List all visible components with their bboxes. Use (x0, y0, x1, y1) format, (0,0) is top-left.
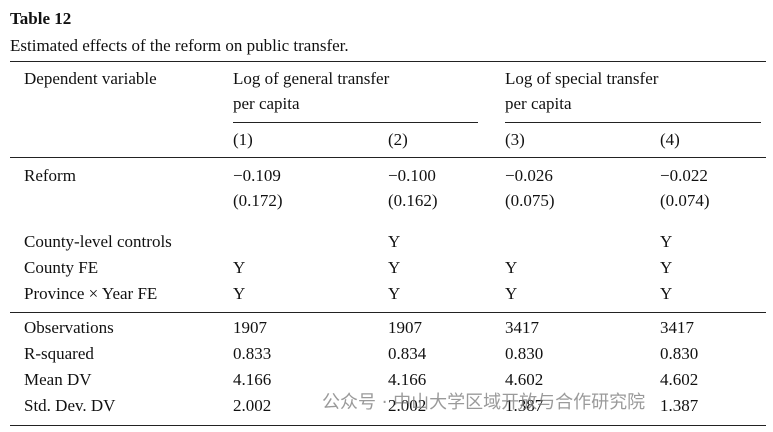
cell: Y (660, 232, 673, 251)
row-label: Std. Dev. DV (24, 396, 116, 415)
cell: 0.834 (388, 344, 427, 363)
header-label: Dependent variable (24, 69, 157, 88)
column-header: (4) (660, 130, 680, 149)
cell: 0.830 (660, 344, 699, 363)
cell: Y (233, 284, 246, 303)
stats-rule (10, 312, 766, 313)
table-title: Table 12 (10, 9, 72, 28)
cell: 2.002 (233, 396, 272, 415)
row-label: County FE (24, 258, 99, 277)
group-header: Log of general transfer (233, 69, 390, 88)
column-header: (1) (233, 130, 253, 149)
cell: Y (505, 258, 518, 277)
cell: Y (660, 284, 673, 303)
cell: 3417 (505, 318, 539, 337)
cell: 1.387 (660, 396, 699, 415)
group-rule (505, 122, 761, 123)
cell: 3417 (660, 318, 694, 337)
cell: Y (388, 284, 401, 303)
cell: 1907 (233, 318, 267, 337)
cell: 2.002 (388, 396, 427, 415)
cell: Y (233, 258, 246, 277)
row-label: County-level controls (24, 232, 172, 251)
row-label: Province × Year FE (24, 284, 158, 303)
row-label: Observations (24, 318, 114, 337)
cell: 4.166 (388, 370, 427, 389)
standard-error: (0.172) (233, 191, 283, 210)
cell: Y (388, 232, 401, 251)
standard-error: (0.075) (505, 191, 555, 210)
group-header: Log of special transfer (505, 69, 659, 88)
column-header: (2) (388, 130, 408, 149)
column-header: (3) (505, 130, 525, 149)
estimate: −0.109 (233, 166, 281, 185)
group-header: per capita (233, 94, 300, 113)
cell: Y (388, 258, 401, 277)
row-label: Mean DV (24, 370, 92, 389)
cell: 1907 (388, 318, 422, 337)
watermark: 公众号 · 中山大学区域开放与合作研究院 (322, 392, 646, 413)
cell: 4.602 (505, 370, 544, 389)
cell: 0.833 (233, 344, 272, 363)
row-label: Reform (24, 166, 76, 185)
row-label: R-squared (24, 344, 94, 363)
cell: Y (660, 258, 673, 277)
cell: 4.602 (660, 370, 699, 389)
group-header: per capita (505, 94, 572, 113)
cell: 0.830 (505, 344, 544, 363)
estimate: −0.026 (505, 166, 553, 185)
bottom-rule (10, 425, 766, 426)
top-rule (10, 61, 766, 62)
cell: Y (505, 284, 518, 303)
estimate: −0.100 (388, 166, 436, 185)
standard-error: (0.074) (660, 191, 710, 210)
table-caption: Estimated effects of the reform on publi… (10, 36, 349, 55)
standard-error: (0.162) (388, 191, 438, 210)
cell: 1.387 (505, 396, 544, 415)
group-rule (233, 122, 478, 123)
estimate: −0.022 (660, 166, 708, 185)
cell: 4.166 (233, 370, 272, 389)
header-rule (10, 157, 766, 158)
